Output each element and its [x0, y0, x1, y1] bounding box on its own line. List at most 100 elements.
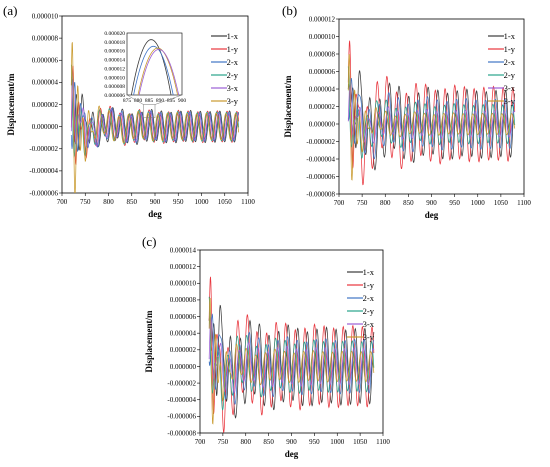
- y-tick-label: 0.000008: [170, 296, 197, 304]
- x-tick-label: 700: [57, 198, 68, 206]
- legend-label: 3-x: [227, 83, 239, 93]
- x-tick-label: 850: [403, 199, 414, 207]
- x-tick-label: 1100: [517, 199, 531, 207]
- y-tick-label: 0.000008: [32, 34, 59, 42]
- inset-y-tick-label: 0.000018: [104, 40, 125, 46]
- y-tick-label: 0.000012: [309, 15, 336, 23]
- series-line-3-y: [347, 54, 516, 181]
- inset-y-tick-label: 0.000008: [104, 84, 125, 90]
- inset-y-tick-label: 0.000006: [104, 93, 125, 99]
- y-tick-label: 0.000002: [170, 346, 197, 354]
- x-tick-label: 900: [150, 198, 161, 206]
- y-tick-label: 0.000006: [32, 57, 59, 65]
- legend-label: 3-x: [504, 83, 516, 93]
- y-tick-label: 0.000012: [170, 263, 197, 271]
- y-tick-label: 0.000004: [32, 79, 59, 87]
- series-line-3-x: [70, 78, 240, 148]
- y-tick-label: -0.000006: [306, 173, 335, 181]
- x-axis-title: deg: [285, 449, 299, 459]
- inset-peak-3-x: [138, 48, 180, 95]
- legend-label: 3-y: [363, 332, 375, 342]
- x-tick-label: 850: [263, 438, 274, 446]
- x-tick-label: 1000: [330, 438, 345, 446]
- y-tick-label: -0.000008: [167, 429, 196, 437]
- y-tick-label: 0.000004: [170, 329, 197, 337]
- legend-label: 3-x: [363, 319, 375, 329]
- y-tick-label: 0.000014: [170, 246, 197, 254]
- x-tick-label: 1100: [376, 438, 390, 446]
- y-tick-label: 0.000002: [309, 103, 336, 111]
- y-tick-label: -0.000002: [167, 379, 196, 387]
- panel-label: (b): [282, 3, 297, 18]
- y-tick-label: -0.000006: [29, 189, 58, 197]
- legend-label: 1-x: [504, 31, 516, 41]
- inset-plot: 875 880 885 890 895 900 0.000006 0.000008 0.0000…: [104, 31, 186, 104]
- legend: 1-x 1-y 2-x 2-y 3-x 3-y: [488, 31, 516, 106]
- chart-panel-b: (b) 700 750 800 850 900 950 1000 1050 1100 -0.0000…: [282, 3, 531, 220]
- y-tick-label: -0.000004: [167, 396, 196, 404]
- y-tick-label: 0.000000: [170, 363, 197, 371]
- inset-x-tick-label: 895: [167, 98, 176, 104]
- x-tick-label: 1000: [471, 199, 486, 207]
- legend-label: 2-x: [227, 57, 239, 67]
- inset-peak-1-x: [130, 39, 172, 95]
- x-tick-label: 750: [218, 438, 229, 446]
- x-tick-label: 1050: [494, 199, 509, 207]
- inset-x-tick-label: 885: [145, 98, 154, 104]
- y-tick-label: 0.000006: [170, 313, 197, 321]
- legend: 1-x 1-y 2-x 2-y 3-x 3-y: [211, 31, 239, 106]
- x-axis-title: deg: [148, 209, 162, 219]
- legend-label: 3-y: [504, 96, 516, 106]
- legend: 1-x 1-y 2-x 2-y 3-x 3-y: [347, 267, 375, 342]
- y-tick-label: 0.000000: [309, 120, 336, 128]
- legend-label: 2-y: [504, 70, 516, 80]
- y-tick-label: 0.000010: [170, 280, 197, 288]
- x-tick-label: 750: [357, 199, 368, 207]
- inset-y-tick-label: 0.000012: [104, 66, 125, 72]
- series-line-3-y: [208, 297, 375, 425]
- zoom-connector: [126, 94, 144, 105]
- zoom-region: [143, 104, 156, 119]
- legend-label: 2-y: [227, 70, 239, 80]
- inset-y-tick-label: 0.000020: [104, 31, 125, 37]
- legend-label: 1-y: [363, 280, 375, 290]
- series-line-2-y: [208, 296, 375, 411]
- y-tick-label: 0.000010: [32, 12, 59, 20]
- y-tick-label: 0.000004: [309, 85, 336, 93]
- x-tick-label: 1000: [195, 198, 210, 206]
- y-tick-label: 0.000002: [32, 101, 59, 109]
- x-tick-label: 900: [286, 438, 297, 446]
- x-tick-label: 800: [380, 199, 391, 207]
- chart-panel-a: (a) 700 750 800 850 900 950 1000 1050 1100 -0.0000…: [3, 3, 255, 219]
- x-axis-title: deg: [425, 210, 439, 220]
- x-tick-label: 850: [127, 198, 138, 206]
- chart-panel-c: (c) 700 750 800 850 900 950 1000 1050 1100 -0.0000…: [142, 234, 390, 459]
- y-tick-label: -0.000002: [306, 138, 335, 146]
- x-tick-label: 900: [426, 199, 437, 207]
- y-tick-label: -0.000008: [306, 190, 335, 198]
- y-tick-label: -0.000002: [29, 145, 58, 153]
- inset-y-tick-label: 0.000016: [104, 49, 125, 55]
- panel-label: (a): [3, 3, 17, 18]
- x-tick-label: 950: [449, 199, 460, 207]
- y-axis-title: Displacement/m: [6, 73, 16, 135]
- inset-x-tick-label: 880: [134, 98, 143, 104]
- inset-x-tick-label: 875: [123, 98, 132, 104]
- legend-label: 2-x: [504, 57, 516, 67]
- x-tick-label: 1050: [218, 198, 233, 206]
- x-tick-label: 800: [241, 438, 252, 446]
- inset-x-tick-label: 890: [156, 98, 165, 104]
- y-axis-title: Displacement/m: [144, 310, 154, 372]
- x-tick-label: 700: [334, 199, 345, 207]
- x-tick-label: 1100: [241, 198, 255, 206]
- legend-label: 2-x: [363, 293, 375, 303]
- legend-label: 3-y: [227, 96, 239, 106]
- inset-y-tick-label: 0.000014: [104, 58, 125, 64]
- y-tick-label: -0.000004: [29, 167, 58, 175]
- y-tick-label: -0.000004: [306, 155, 335, 163]
- x-tick-label: 750: [80, 198, 91, 206]
- legend-label: 1-x: [363, 267, 375, 277]
- legend-label: 2-y: [363, 306, 375, 316]
- y-tick-label: 0.000008: [309, 50, 336, 58]
